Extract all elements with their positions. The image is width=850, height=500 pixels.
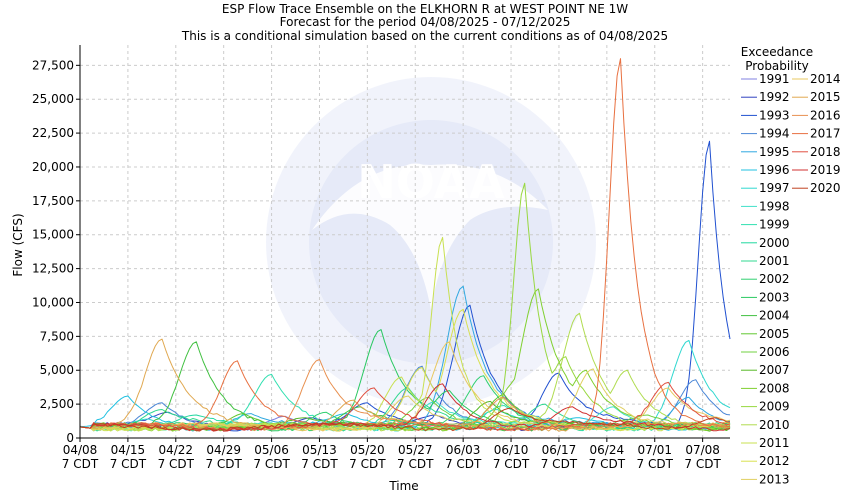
grid-lines [79,45,730,439]
legend-entry-2020: 2020 [810,181,841,195]
legend-entry-2008: 2008 [759,381,790,395]
y-tick-label: 22,500 [32,126,74,140]
x-tick-label-date: 07/01 [637,443,672,457]
legend-entry-1997: 1997 [759,181,790,195]
noaa-watermark-logo: NOAA [266,77,596,407]
x-tick-label-time: 7 CDT [637,457,674,471]
legend-entry-2018: 2018 [810,145,841,159]
y-tick-label: 27,500 [32,58,74,72]
legend-entry-2012: 2012 [759,454,790,468]
x-tick-label-date: 04/15 [111,443,146,457]
y-tick-label: 12,500 [32,262,74,276]
series-lines [79,58,731,432]
y-tick-label: 17,500 [32,194,74,208]
legend-entry-2006: 2006 [759,345,790,359]
x-axis-label: Time [388,479,418,493]
x-tick-label-date: 06/24 [590,443,625,457]
legend-entry-1992: 1992 [759,90,790,104]
legend-entry-2009: 2009 [759,400,790,414]
y-axis-label: Flow (CFS) [11,213,25,276]
legend-entry-2015: 2015 [810,90,841,104]
x-tick-label-time: 7 CDT [541,457,578,471]
legend-entry-1993: 1993 [759,108,790,122]
x-tick-label-date: 04/22 [158,443,193,457]
x-tick-label-date: 04/29 [206,443,241,457]
x-tick-label-time: 7 CDT [205,457,242,471]
y-tick-label: 15,000 [32,228,74,242]
x-tick-label-time: 7 CDT [158,457,195,471]
x-tick-label-date: 06/03 [446,443,481,457]
legend-entry-1999: 1999 [759,218,790,232]
x-tick-label-time: 7 CDT [445,457,482,471]
legend-entry-2019: 2019 [810,163,841,177]
x-tick-label-date: 05/20 [350,443,385,457]
legend-entry-2004: 2004 [759,309,790,323]
x-tick-label-date: 07/08 [685,443,720,457]
legend-entry-2013: 2013 [759,472,790,486]
legend-entry-2011: 2011 [759,436,790,450]
y-tick-label: 20,000 [32,160,74,174]
legend: Exceedance Probability 1991 1992 1993 1994 1… [741,45,841,486]
y-tick-label: 5,000 [40,363,74,377]
legend-entry-2003: 2003 [759,290,790,304]
x-tick-label-time: 7 CDT [349,457,386,471]
series-line-2020 [79,407,731,432]
x-tick-label-time: 7 CDT [589,457,626,471]
y-tick-label: 2,500 [40,397,74,411]
legend-entry-2007: 2007 [759,363,790,377]
x-tick-label-date: 05/06 [254,443,289,457]
chart-axes: 0 2,500 5,000 7,500 10,000 12,500 15,000 17,500… [32,45,730,471]
legend-entry-1998: 1998 [759,199,790,213]
x-tick-label-time: 7 CDT [301,457,338,471]
svg-text:NOAA: NOAA [357,155,505,209]
legend-entry-2005: 2005 [759,327,790,341]
legend-entry-2010: 2010 [759,418,790,432]
legend-entry-2017: 2017 [810,127,841,141]
x-tick-label-date: 06/10 [494,443,529,457]
x-tick-label-time: 7 CDT [62,457,99,471]
legend-entry-2001: 2001 [759,254,790,268]
x-tick-label-time: 7 CDT [684,457,721,471]
legend-entry-1994: 1994 [759,127,790,141]
legend-entry-2002: 2002 [759,272,790,286]
chart-title-line-2: Forecast for the period 04/08/2025 - 07/… [280,15,571,29]
x-tick-label-date: 05/27 [398,443,433,457]
legend-entry-2016: 2016 [810,108,841,122]
series-line-2015 [79,338,731,432]
legend-entry-2000: 2000 [759,236,790,250]
legend-entry-2014: 2014 [810,72,841,86]
y-tick-label: 0 [66,431,74,445]
legend-title-line-2: Probability [745,59,808,73]
x-tick-label-date: 04/08 [63,443,98,457]
x-tick-label-date: 06/17 [542,443,577,457]
y-tick-label: 25,000 [32,92,74,106]
x-tick-label-time: 7 CDT [493,457,530,471]
legend-entry-1995: 1995 [759,145,790,159]
y-tick-label: 7,500 [40,329,74,343]
chart-title-line-1: ESP Flow Trace Ensemble on the ELKHORN R… [222,2,628,16]
x-tick-label-date: 05/13 [302,443,337,457]
x-tick-label-time: 7 CDT [397,457,434,471]
chart-title-line-3: This is a conditional simulation based o… [181,29,668,43]
x-tick-label-time: 7 CDT [253,457,290,471]
legend-entry-1996: 1996 [759,163,790,177]
y-tick-label: 10,000 [32,295,74,309]
legend-entry-1991: 1991 [759,72,790,86]
legend-title-line-1: Exceedance [741,45,813,59]
x-tick-label-time: 7 CDT [110,457,147,471]
